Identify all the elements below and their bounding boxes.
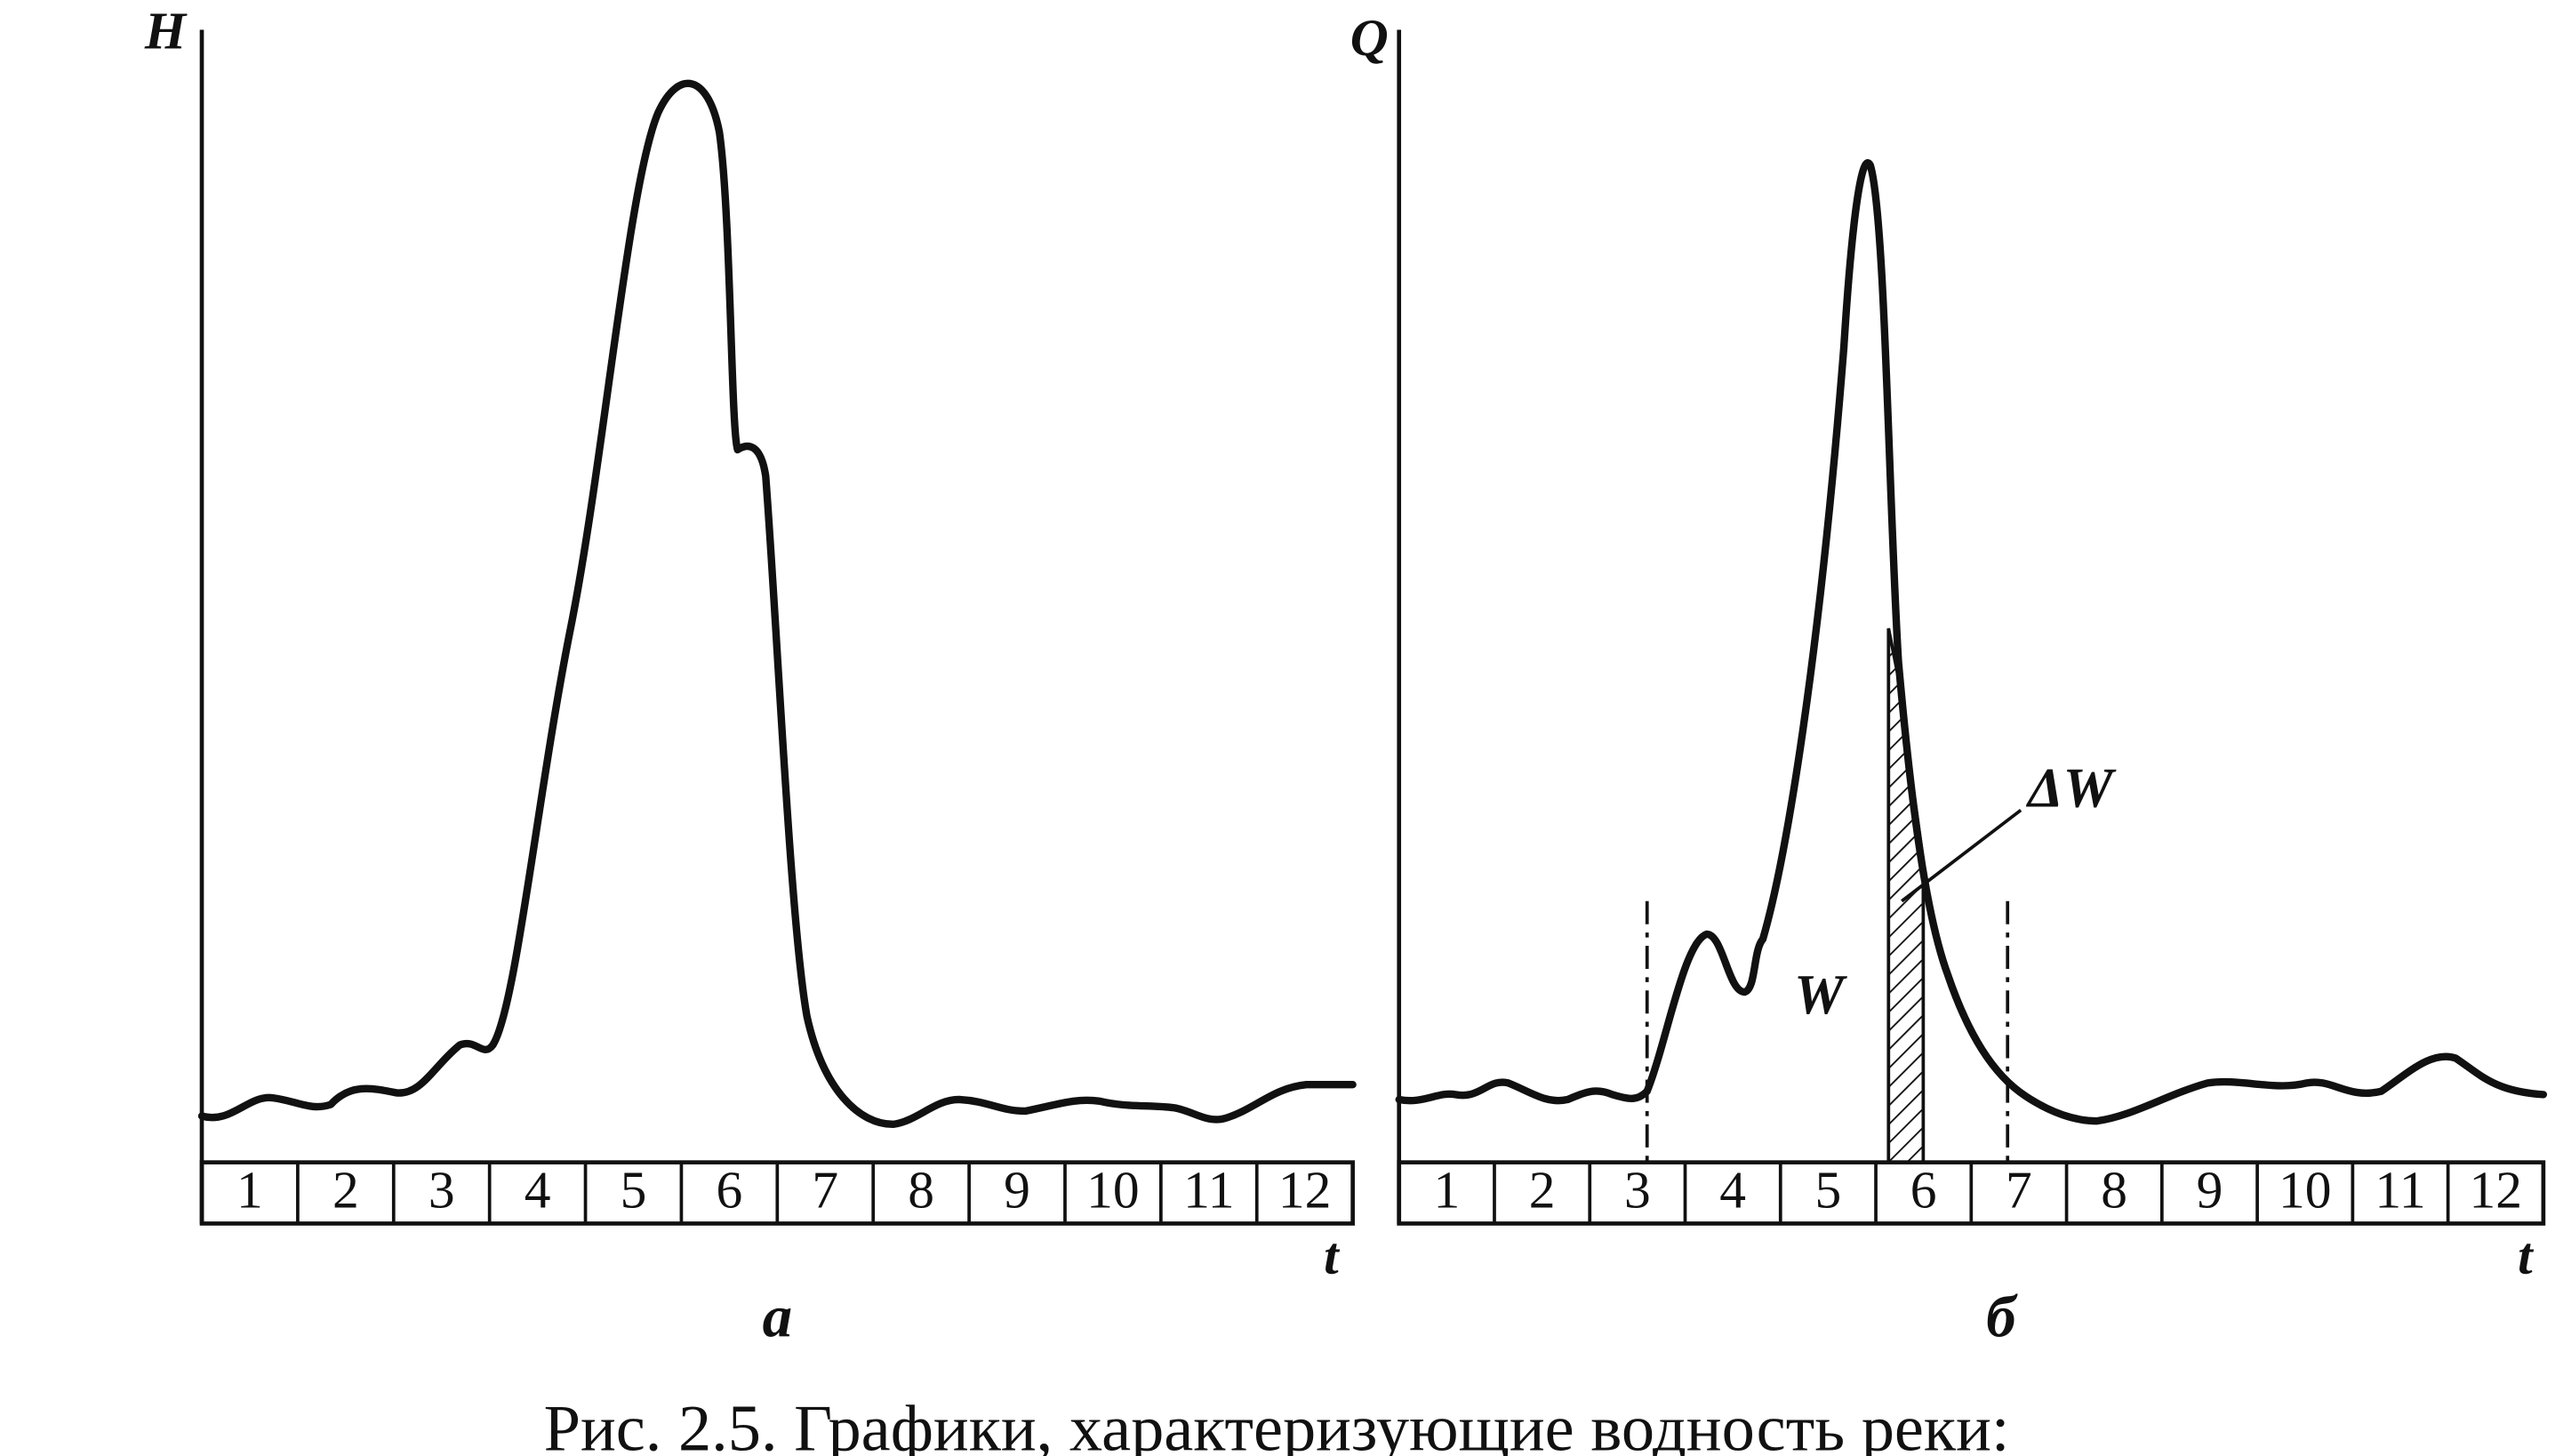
stage-curve — [197, 79, 1357, 1129]
month-label: 2 — [332, 1161, 359, 1220]
month-label: 7 — [2006, 1161, 2032, 1220]
month-label: 9 — [1004, 1161, 1030, 1220]
annotation: W — [1794, 964, 1847, 1026]
x-label: t — [1324, 1227, 1341, 1285]
month-label: 4 — [525, 1161, 551, 1220]
panel-b: Q t б W ΔW 1 2 3 4 5 6 7 8 9 10 11 12 — [1350, 8, 2548, 1349]
month-label: 12 — [2470, 1161, 2523, 1220]
x-label: t — [2518, 1227, 2535, 1285]
leader-line — [1901, 808, 2022, 903]
month-label: 5 — [1815, 1161, 1842, 1220]
month-label: 1 — [1433, 1161, 1460, 1220]
month-label: 7 — [812, 1161, 838, 1220]
y-label: H — [144, 2, 188, 60]
annotation: ΔW — [2025, 756, 2117, 819]
y-label: Q — [1350, 8, 1389, 67]
month-label: 6 — [716, 1161, 742, 1220]
panel-a: H t а 1 2 3 4 5 6 7 8 9 10 11 12 — [144, 2, 1357, 1349]
month-label: 4 — [1719, 1161, 1746, 1220]
month-label: 5 — [621, 1161, 647, 1220]
month-label: 3 — [1624, 1161, 1651, 1220]
month-label: 10 — [1086, 1161, 1140, 1220]
discharge-curve — [1395, 159, 2548, 1125]
panel-label: а — [763, 1284, 792, 1349]
caption: Рис. 2.5. Графики, характеризующие водно… — [544, 1393, 2010, 1456]
month-label: 8 — [908, 1161, 934, 1220]
month-label: 2 — [1529, 1161, 1556, 1220]
month-label: 3 — [429, 1161, 455, 1220]
month-label: 12 — [1278, 1161, 1332, 1220]
month-label: 6 — [1910, 1161, 1937, 1220]
month-label: 8 — [2101, 1161, 2127, 1220]
month-label: 11 — [1183, 1161, 1234, 1220]
month-label: 10 — [2279, 1161, 2332, 1220]
month-label: 1 — [236, 1161, 263, 1220]
month-label: 11 — [2375, 1161, 2425, 1220]
month-label: 9 — [2197, 1161, 2223, 1220]
panel-label: б — [1986, 1284, 2018, 1349]
